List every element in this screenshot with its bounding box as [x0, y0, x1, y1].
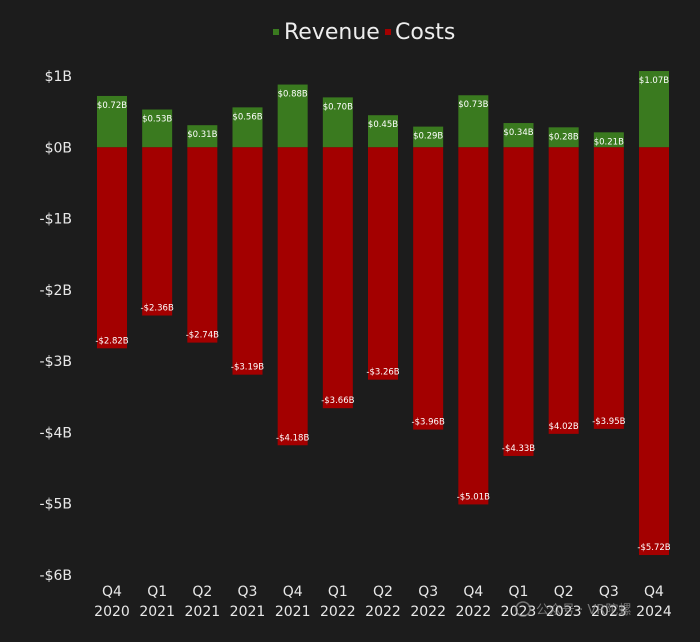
costs-bar: [639, 147, 669, 556]
x-tick-label-quarter: Q4: [644, 584, 664, 600]
revenue-data-label: $0.70B: [323, 102, 353, 112]
revenue-data-label: $0.88B: [278, 90, 308, 100]
revenue-data-label: $0.29B: [413, 132, 443, 142]
x-tick-label-quarter: Q4: [283, 584, 303, 600]
revenue-data-label: $0.73B: [458, 100, 488, 110]
y-tick-label: -$1B: [40, 212, 72, 228]
revenue-data-label: $0.56B: [232, 112, 262, 122]
revenue-data-label: $0.72B: [97, 101, 127, 111]
legend: Revenue Costs: [273, 20, 455, 45]
x-tick-label-quarter: Q2: [192, 584, 212, 600]
costs-data-label: -$5.72B: [637, 543, 670, 553]
costs-bar: [503, 147, 534, 456]
costs-bar: [413, 147, 444, 430]
x-tick-label-year: 2023: [546, 604, 582, 620]
x-tick-label-year: 2021: [185, 604, 221, 620]
x-tick-label-quarter: Q3: [418, 584, 438, 600]
x-tick-label-quarter: Q1: [147, 584, 167, 600]
x-tick-label-year: 2022: [320, 604, 356, 620]
y-tick-label: $0B: [45, 140, 72, 156]
revenue-bar: [277, 84, 308, 148]
revenue-data-label: $0.28B: [549, 132, 579, 142]
revenue-data-label: $0.21B: [594, 137, 624, 147]
costs-bar: [593, 147, 624, 429]
costs-data-label: -$4.33B: [502, 444, 535, 454]
y-tick-label: -$6B: [40, 568, 72, 584]
costs-bar: [277, 147, 308, 446]
watermark-icon: [515, 601, 531, 617]
costs-data-label: -$2.82B: [95, 336, 128, 346]
x-tick-label-year: 2022: [365, 604, 401, 620]
revenue-bar: [142, 109, 173, 148]
x-axis: Q4 2020 Q1 2021 Q2 2021 Q3 2021 Q4 2021 Q1 2022 Q2 20…: [94, 584, 672, 620]
x-tick-label-quarter: Q3: [599, 584, 619, 600]
costs-data-label: -$3.26B: [366, 368, 399, 378]
y-tick-label: -$3B: [40, 354, 72, 370]
revenue-bar: [187, 125, 218, 148]
y-tick-label: -$4B: [40, 425, 72, 441]
x-tick-label-year: 2021: [230, 604, 266, 620]
bar-labels: $0.72B -$2.82B $0.53B -$2.36B $0.31B -$2.74B $…: [95, 76, 670, 553]
revenue-data-label: $1.07B: [639, 76, 669, 86]
revenue-data-label: $0.45B: [368, 120, 398, 130]
costs-data-label: -$2.36B: [141, 304, 174, 314]
y-tick-label: -$5B: [40, 497, 72, 513]
costs-bar: [322, 147, 353, 409]
revenue-bar: [322, 97, 353, 148]
revenue-bar: [593, 132, 624, 148]
y-axis: $1B $0B -$1B -$2B -$3B -$4B -$5B -$6B: [40, 69, 72, 584]
legend-revenue-swatch: [273, 29, 279, 35]
costs-bar: [142, 147, 173, 316]
x-tick-label-year: 2021: [275, 604, 311, 620]
x-tick-label-quarter: Q1: [328, 584, 348, 600]
revenue-bar: [413, 126, 444, 148]
revenue-bar: [368, 115, 398, 148]
x-tick-label-quarter: Q2: [554, 584, 574, 600]
watermark: 公众号 · VR陀螺: [515, 601, 631, 618]
costs-bar: [97, 147, 127, 349]
costs-bar: [232, 147, 263, 375]
x-tick-label-year: 2024: [636, 604, 672, 620]
costs-data-label: -$3.19B: [231, 363, 264, 373]
x-tick-label-quarter: Q2: [373, 584, 393, 600]
revenue-data-label: $0.34B: [503, 128, 533, 138]
x-tick-label-year: 2023: [591, 604, 627, 620]
revenue-data-label: $0.31B: [187, 130, 217, 140]
costs-data-label: -$3.96B: [412, 418, 445, 428]
costs-bar: [458, 147, 489, 505]
legend-costs-label: Costs: [395, 20, 455, 45]
revenue-bar: [503, 123, 534, 148]
costs-bar: [548, 147, 579, 434]
watermark-text: 公众号 · VR陀螺: [536, 602, 631, 618]
costs-data-label: -$4.18B: [276, 433, 309, 443]
costs-bar: [368, 147, 398, 380]
y-tick-label: -$2B: [40, 283, 72, 299]
revenue-bar: [548, 127, 579, 148]
costs-data-label: -$3.95B: [592, 417, 625, 427]
costs-data-label: -$5.01B: [457, 492, 490, 502]
costs-data-label: -$2.74B: [186, 331, 219, 341]
x-tick-label-quarter: Q4: [102, 584, 122, 600]
bars: [97, 71, 669, 556]
revenue-bar: [232, 107, 263, 148]
revenue-bar: [639, 71, 669, 148]
x-tick-label-quarter: Q1: [509, 584, 529, 600]
revenue-bar: [97, 95, 127, 148]
x-tick-label-year: 2023: [501, 604, 537, 620]
x-tick-label-year: 2020: [94, 604, 130, 620]
revenue-data-label: $0.53B: [142, 115, 172, 125]
costs-data-label: -$3.66B: [321, 396, 354, 406]
x-tick-label-year: 2022: [456, 604, 492, 620]
x-tick-label-year: 2022: [410, 604, 446, 620]
y-tick-label: $1B: [45, 69, 72, 85]
legend-revenue-label: Revenue: [284, 20, 380, 45]
x-tick-label-quarter: Q4: [463, 584, 483, 600]
x-tick-label-year: 2021: [139, 604, 175, 620]
legend-costs-swatch: [385, 29, 391, 35]
x-tick-label-quarter: Q3: [238, 584, 258, 600]
revenue-bar: [458, 95, 489, 148]
costs-data-label: $4.02B: [549, 422, 579, 432]
costs-bar: [187, 147, 218, 343]
